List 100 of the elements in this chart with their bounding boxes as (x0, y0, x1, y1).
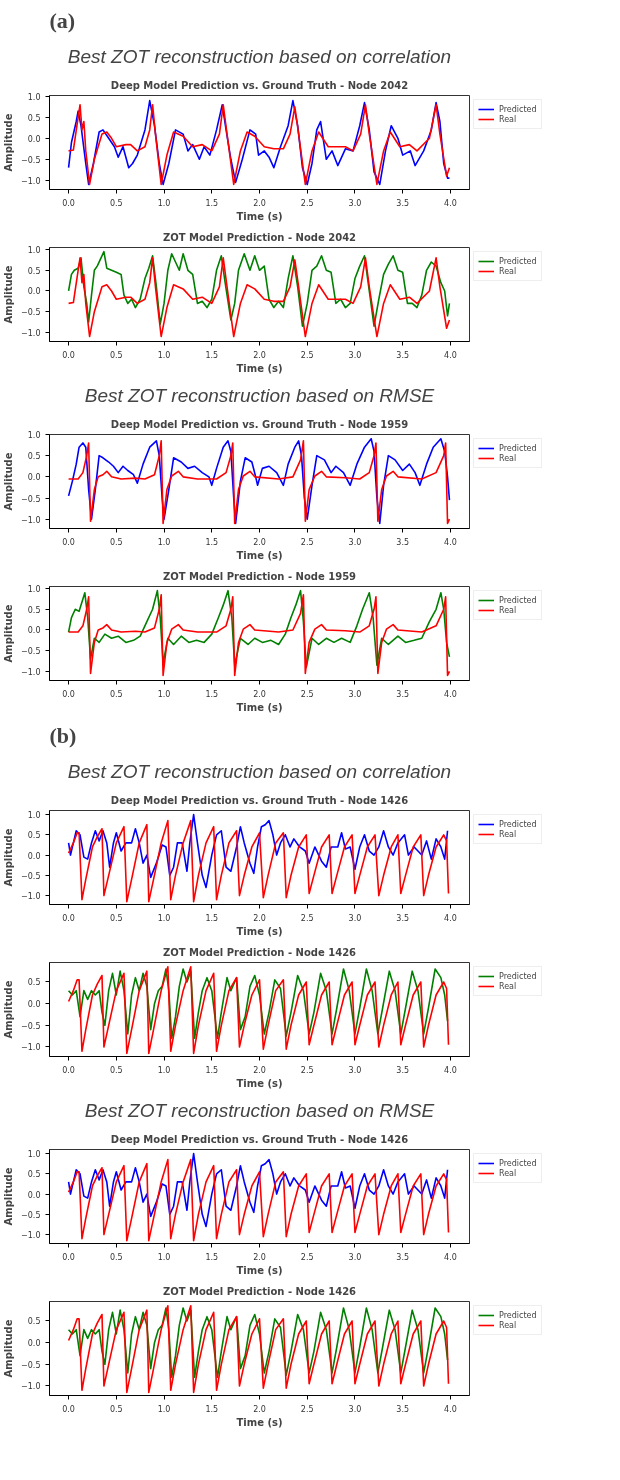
text: (b) (49, 722, 77, 748)
line-series (67, 968, 449, 1040)
y-tick-label: 0.0 (27, 851, 41, 861)
line-series (67, 966, 450, 1055)
x-tick-label: 2.5 (300, 350, 314, 360)
y-tick-label: 0.0 (27, 134, 41, 144)
x-axis-title: Time (s) (236, 1416, 283, 1428)
y-tick-label: −0.5 (21, 1210, 41, 1220)
x-tick-label: 0.0 (62, 537, 75, 547)
x-tick-label: 0.0 (62, 1065, 75, 1075)
x-tick-label: 3.0 (348, 537, 362, 547)
legend-label: Real (499, 829, 518, 839)
y-tick-label: 0.5 (27, 113, 41, 123)
x-tick-label: 3.0 (348, 1404, 362, 1414)
x-axis-title: Time (s) (236, 701, 283, 713)
x-tick-label: 1.0 (157, 198, 171, 208)
legend-label: Predicted (499, 1310, 537, 1320)
x-tick-label: 2.5 (300, 689, 314, 699)
y-tick-label: −1.0 (21, 667, 41, 677)
line-series (67, 1152, 449, 1228)
x-tick-label: 3.0 (348, 689, 362, 699)
x-tick-label: 0.0 (62, 689, 75, 699)
x-tick-label: 1.5 (205, 198, 219, 208)
y-tick-label: −0.5 (21, 647, 41, 657)
x-tick-label: 2.5 (300, 1404, 314, 1414)
chart-title: ZOT Model Prediction - Node 1426 (162, 946, 357, 958)
x-tick-label: 3.5 (396, 350, 410, 360)
x-tick-label: 2.0 (253, 537, 266, 547)
x-tick-label: 0.5 (109, 1404, 123, 1414)
y-tick-label: −0.5 (21, 1360, 41, 1370)
x-tick-label: 1.5 (205, 350, 219, 360)
x-axis-title: Time (s) (236, 1077, 283, 1089)
x-tick-label: 3.0 (348, 1252, 362, 1262)
x-tick-label: 2.5 (300, 1252, 314, 1262)
x-tick-label: 2.0 (253, 1404, 266, 1414)
x-tick-label: 4.0 (444, 1065, 457, 1075)
x-tick-label: 1.0 (157, 537, 171, 547)
x-tick-label: 0.5 (109, 350, 123, 360)
y-axis-title: Amplitude (3, 452, 15, 511)
y-tick-label: 0.0 (27, 626, 41, 636)
y-tick-label: 1.0 (27, 92, 41, 102)
x-tick-label: 0.0 (62, 1252, 75, 1262)
y-axis-title: Amplitude (3, 604, 15, 663)
legend-label: Real (499, 981, 518, 991)
x-tick-label: 0.5 (109, 537, 123, 547)
x-tick-label: 0.5 (109, 1065, 123, 1075)
x-axis-title: Time (s) (236, 1264, 283, 1276)
line-series (67, 257, 451, 338)
y-tick-label: 1.0 (27, 1150, 41, 1160)
y-axis-title: Amplitude (3, 1319, 15, 1378)
y-tick-label: 0.0 (27, 1190, 41, 1200)
y-tick-label: −0.5 (21, 871, 41, 881)
x-tick-label: 1.5 (205, 913, 219, 923)
y-axis-title: Amplitude (3, 828, 15, 887)
legend-label: Real (499, 266, 518, 276)
chart-title: Deep Model Prediction vs. Ground Truth - Node 1426 (110, 1133, 409, 1145)
x-tick-label: 0.5 (109, 689, 123, 699)
y-axis-title: Amplitude (3, 1167, 15, 1226)
x-tick-label: 4.0 (444, 1404, 457, 1414)
y-axis-title: Amplitude (3, 980, 15, 1039)
chart-title: Deep Model Prediction vs. Ground Truth - Node 1426 (110, 794, 409, 806)
y-axis-title: Amplitude (3, 113, 15, 172)
y-tick-label: −1.0 (21, 892, 41, 902)
y-tick-label: −1.0 (21, 328, 41, 338)
text: (a) (49, 7, 76, 33)
chart-title: Deep Model Prediction vs. Ground Truth - Node 1959 (110, 418, 409, 430)
x-tick-label: 4.0 (444, 689, 457, 699)
x-tick-label: 2.0 (253, 350, 266, 360)
y-tick-label: −0.5 (21, 308, 41, 318)
x-tick-label: 3.5 (396, 1252, 410, 1262)
x-tick-label: 0.5 (109, 198, 123, 208)
x-tick-label: 3.5 (396, 913, 410, 923)
x-tick-label: 0.5 (109, 1252, 123, 1262)
line-series (67, 1307, 449, 1379)
x-tick-label: 3.5 (396, 537, 410, 547)
x-axis-title: Time (s) (236, 210, 283, 222)
x-tick-label: 3.0 (348, 1065, 362, 1075)
line-series (67, 819, 450, 903)
x-tick-label: 2.0 (253, 1065, 266, 1075)
x-tick-label: 0.0 (62, 913, 75, 923)
x-tick-label: 3.5 (396, 1404, 410, 1414)
x-axis-title: Time (s) (236, 925, 283, 937)
y-tick-label: 1.0 (27, 431, 41, 440)
x-tick-label: 0.0 (62, 350, 75, 360)
x-tick-label: 0.0 (62, 1404, 75, 1414)
x-tick-label: 2.0 (253, 689, 266, 699)
legend-label: Predicted (499, 256, 537, 266)
chart-title: Deep Model Prediction vs. Ground Truth - Node 2042 (110, 79, 409, 91)
x-tick-label: 2.5 (300, 537, 314, 547)
text: Best ZOT reconstruction based on correlation (67, 760, 452, 782)
x-tick-label: 2.0 (253, 198, 266, 208)
y-tick-label: 0.5 (27, 1317, 41, 1327)
x-tick-label: 2.5 (300, 1065, 314, 1075)
x-tick-label: 1.5 (205, 1404, 219, 1414)
x-axis-title: Time (s) (236, 362, 283, 374)
x-tick-label: 3.0 (348, 350, 362, 360)
legend-label: Real (499, 453, 518, 463)
y-tick-label: −0.5 (21, 494, 41, 504)
y-tick-label: −0.5 (21, 155, 41, 165)
x-tick-label: 2.5 (300, 913, 314, 923)
